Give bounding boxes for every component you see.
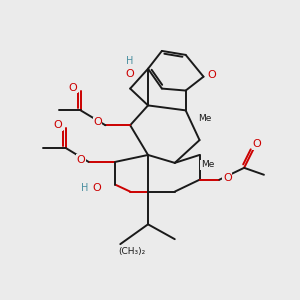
Text: Me: Me [198, 114, 211, 123]
Text: H: H [127, 56, 134, 66]
Text: (CH₃)₂: (CH₃)₂ [118, 247, 146, 256]
Text: O: O [207, 70, 216, 80]
Text: O: O [68, 82, 77, 93]
Text: O: O [223, 173, 232, 183]
Text: O: O [93, 117, 102, 127]
Text: Me: Me [201, 160, 214, 169]
Text: O: O [76, 155, 85, 165]
Text: O: O [53, 120, 62, 130]
Text: O: O [92, 183, 101, 193]
Text: H: H [81, 183, 88, 193]
Text: O: O [253, 139, 261, 149]
Text: O: O [126, 69, 135, 79]
